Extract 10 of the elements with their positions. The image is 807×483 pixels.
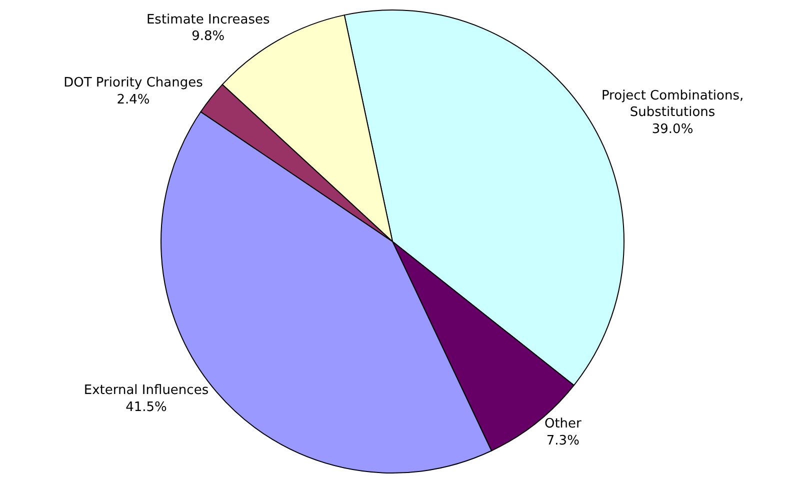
slice-label: Estimate Increases xyxy=(146,12,270,28)
slice-label: Other xyxy=(544,416,582,432)
slice-label: DOT Priority Changes xyxy=(64,76,204,91)
slice-label: External Influences xyxy=(84,383,209,398)
data-label: 2.4% xyxy=(116,92,150,108)
data-label: 7.3% xyxy=(546,434,580,449)
data-label: 39.0% xyxy=(652,122,694,138)
data-label: 9.8% xyxy=(192,29,225,44)
slice-label: Project Combinations, Substitutions xyxy=(601,88,744,120)
data-label: 41.5% xyxy=(126,400,167,415)
